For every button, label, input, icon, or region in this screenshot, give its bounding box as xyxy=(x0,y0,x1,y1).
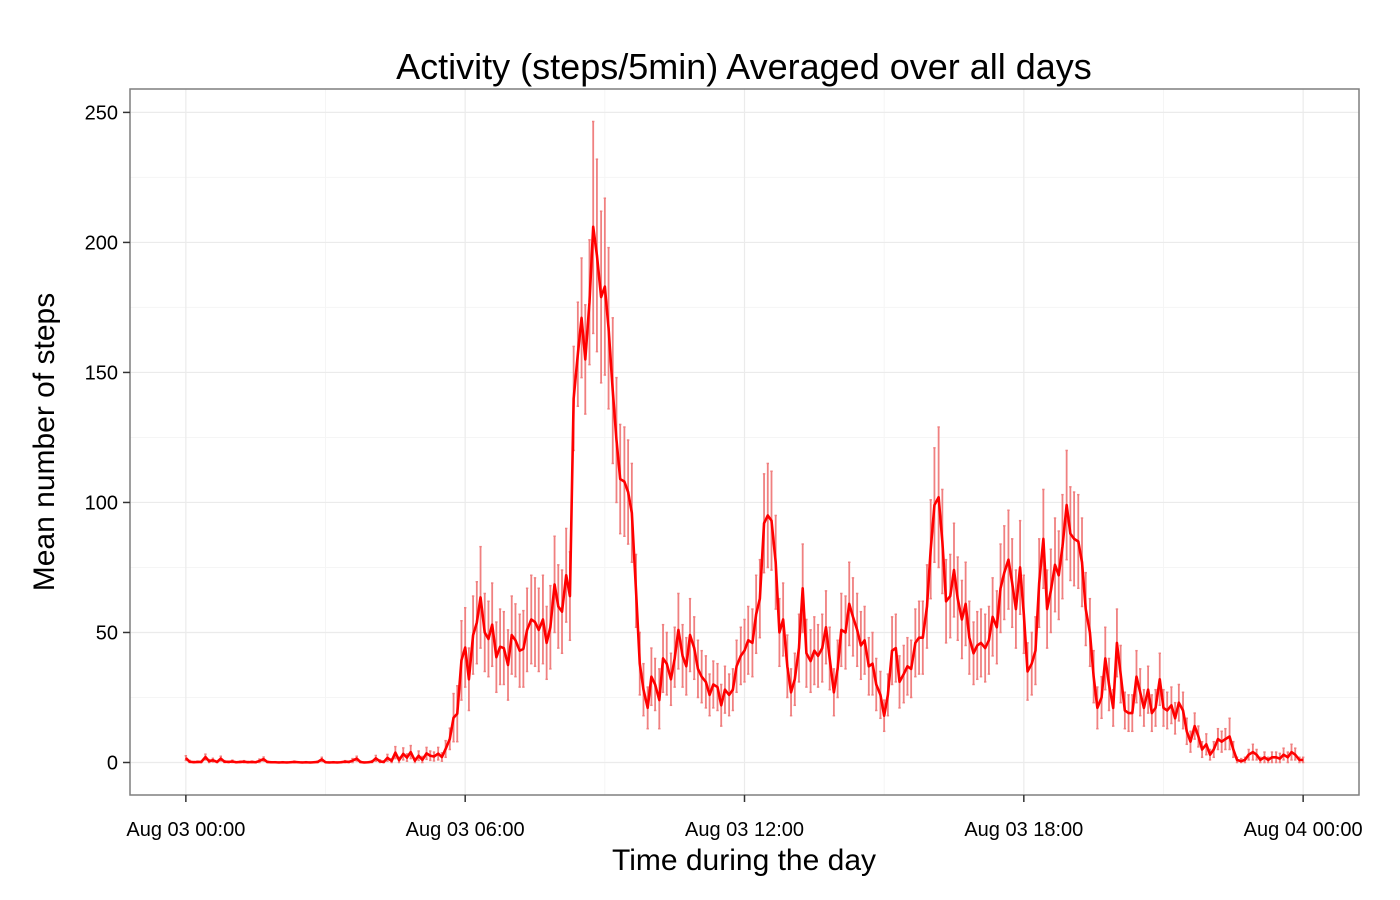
y-tick-label: 100 xyxy=(85,492,118,514)
x-tick-label: Aug 03 12:00 xyxy=(685,819,804,841)
y-tick-label: 0 xyxy=(107,752,118,774)
y-tick-label: 50 xyxy=(96,622,118,644)
x-tick-label: Aug 04 00:00 xyxy=(1244,819,1363,841)
y-tick-label: 250 xyxy=(85,102,118,124)
plot-panel xyxy=(129,88,1360,796)
y-axis-title: Mean number of steps xyxy=(28,293,61,592)
series-line xyxy=(184,225,1304,764)
x-tick-label: Aug 03 06:00 xyxy=(406,819,525,841)
chart-title: Activity (steps/5min) Averaged over all … xyxy=(396,46,1092,87)
x-tick-label: Aug 03 18:00 xyxy=(964,819,1083,841)
x-axis-title: Time during the day xyxy=(612,844,876,877)
y-axis: 0 50 100 150 200 250 xyxy=(85,102,130,774)
y-tick-label: 200 xyxy=(85,232,118,254)
y-tick-label: 150 xyxy=(85,362,118,384)
series-lines xyxy=(184,225,1304,764)
x-tick-label: Aug 03 00:00 xyxy=(126,819,245,841)
x-axis: Aug 03 00:00 Aug 03 06:00 Aug 03 12:00 Aug … xyxy=(126,795,1363,841)
